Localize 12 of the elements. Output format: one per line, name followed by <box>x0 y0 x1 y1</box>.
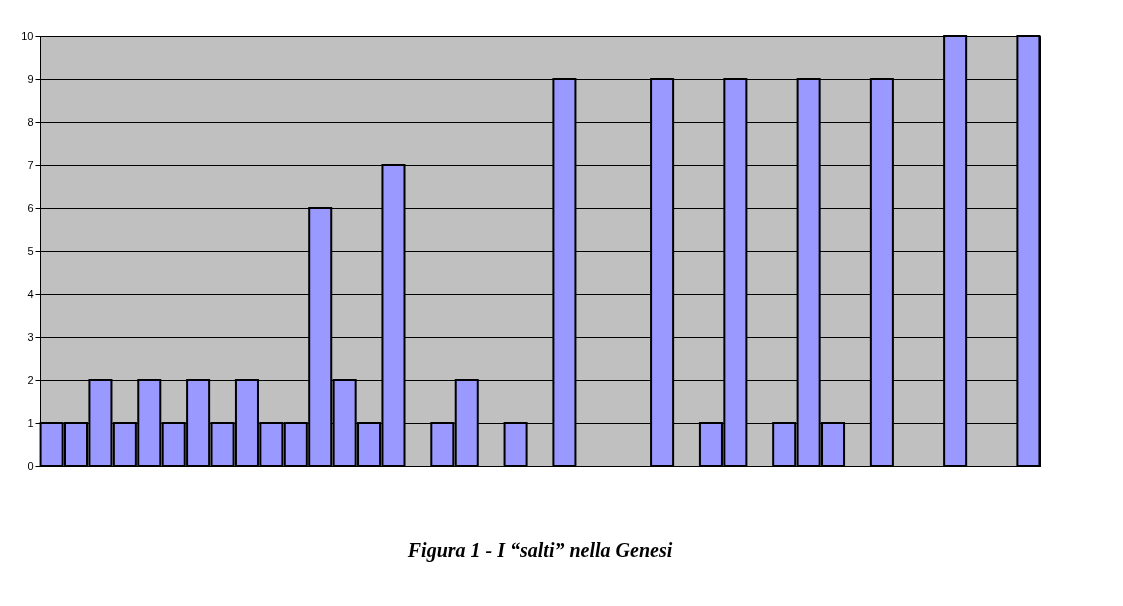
y-tick-label: 10 <box>21 29 34 42</box>
y-tick-label: 2 <box>27 373 34 386</box>
y-tick-label: 8 <box>27 115 34 128</box>
y-tick-label: 3 <box>27 330 34 343</box>
text: Figura 1 - I “salti” nella Genesi <box>406 539 673 562</box>
y-tick-label: 7 <box>27 158 34 171</box>
y-tick-label: 5 <box>27 244 34 257</box>
y-tick-label: 6 <box>27 201 34 214</box>
y-tick-label: 9 <box>27 72 34 85</box>
y-tick-label: 1 <box>27 416 34 429</box>
y-tick-label: 4 <box>27 287 34 300</box>
y-tick-label: 0 <box>27 459 34 472</box>
